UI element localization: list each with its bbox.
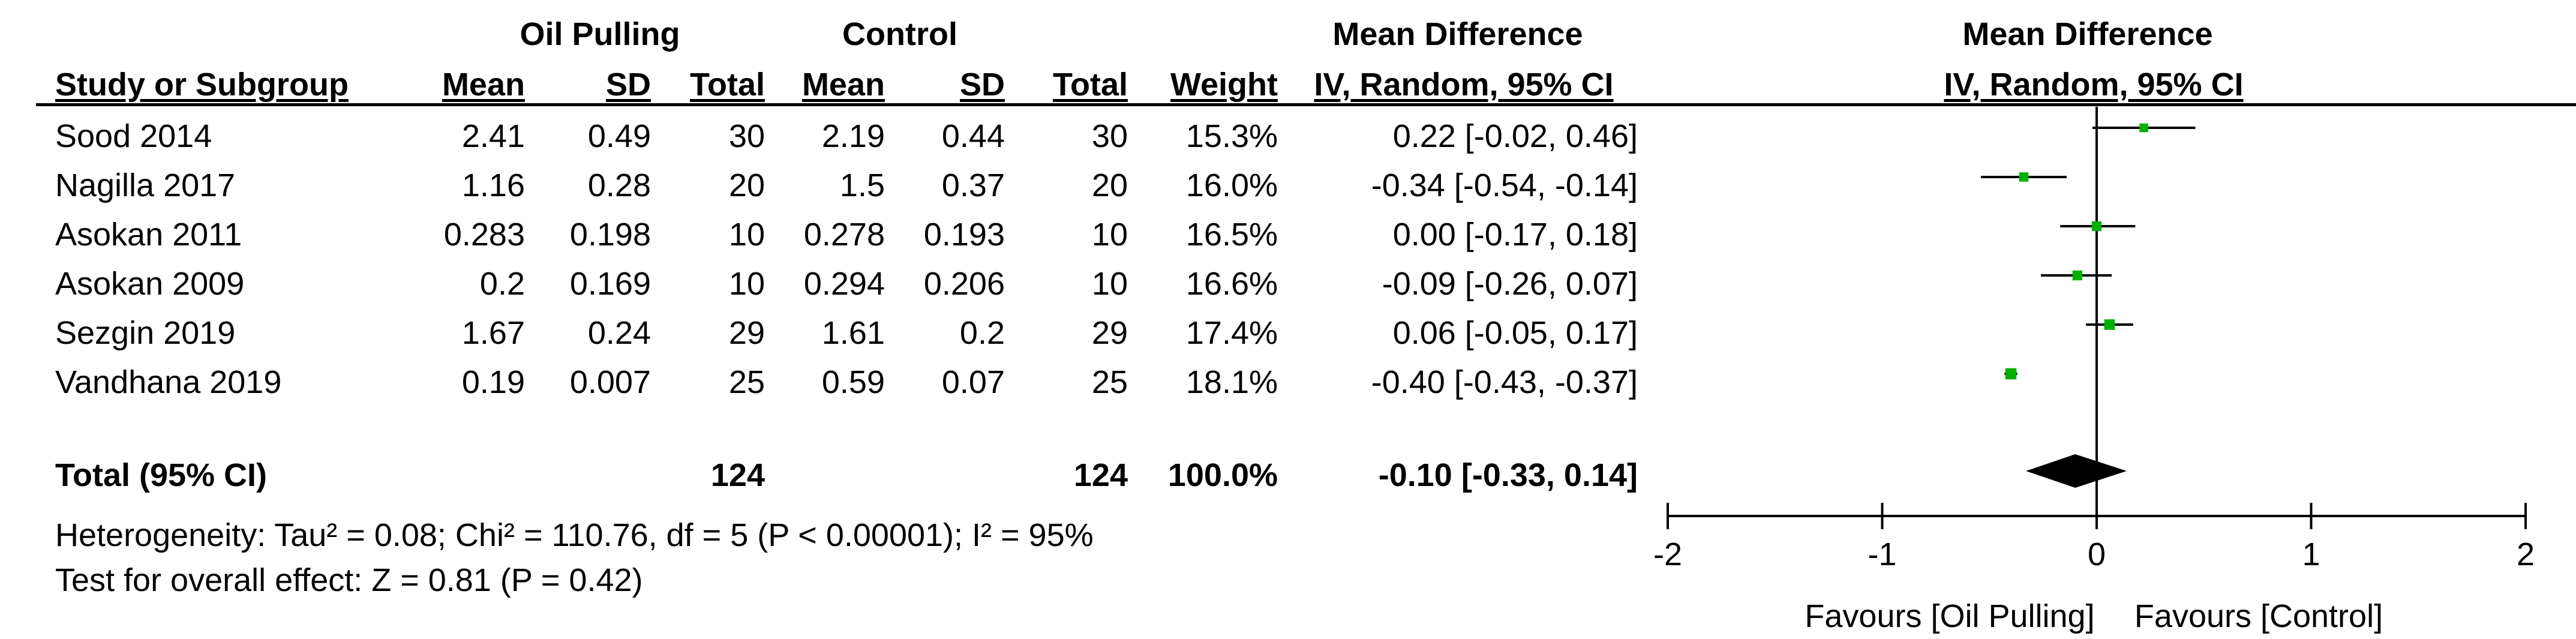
favours-left-label: Favours [Oil Pulling] [1805,598,2095,634]
x-tick-label: -1 [1868,536,1896,572]
weight: 16.6% [1185,266,1278,302]
total-1: 10 [728,217,765,253]
x-tick-label: 1 [2302,536,2320,572]
col-study: Study or Subgroup [55,67,349,103]
sd-2: 0.44 [941,118,1005,154]
mean-1: 2.41 [461,118,525,154]
table-row: Sood 2014 2.41 0.49 30 2.19 0.44 30 15.3… [0,120,1656,163]
point-estimate [2091,221,2102,232]
mean-2: 1.5 [839,167,885,203]
sd-1: 0.24 [587,315,651,351]
mean-difference-ci: -0.40 [-0.43, -0.37] [1371,364,1638,400]
x-tick-label: 2 [2517,536,2535,572]
sd-1: 0.49 [587,118,651,154]
col-md-method: IV, Random, 95% CI [1314,67,1614,103]
mean-difference-ci: 0.00 [-0.17, 0.18] [1392,217,1638,253]
total-row: Total (95% CI) 124 124 100.0% -0.10 [-0.… [0,459,1656,502]
sd-1: 0.007 [569,364,651,400]
col-mean-2: Mean [801,67,885,103]
col-total-1: Total [690,67,765,103]
total-weight: 100.0% [1167,457,1278,493]
point-estimate [2104,319,2115,330]
mean-1: 0.19 [461,364,525,400]
weight: 16.0% [1185,167,1278,203]
header-mean-difference: Mean Difference [1332,16,1583,52]
weight: 15.3% [1185,118,1278,154]
col-mean-1: Mean [442,67,525,103]
study-name: Nagilla 2017 [55,167,236,203]
x-tick-label: 0 [2088,536,2106,572]
total-1: 20 [728,167,765,203]
table-row: Sezgin 2019 1.67 0.24 29 1.61 0.2 29 17.… [0,317,1656,360]
table-row: Asokan 2011 0.283 0.198 10 0.278 0.193 1… [0,218,1656,262]
overall-effect-text: Test for overall effect: Z = 0.81 (P = 0… [55,562,643,598]
point-estimate [2139,123,2148,133]
col-sd-1: SD [605,67,651,103]
total-ci: -0.10 [-0.33, 0.14] [1378,457,1638,493]
mean-2: 2.19 [821,118,885,154]
mean-1: 1.16 [461,167,525,203]
header-oil-pulling: Oil Pulling [520,16,680,52]
weight: 17.4% [1185,315,1278,351]
total-2: 20 [1091,167,1128,203]
study-name: Sood 2014 [55,118,212,154]
study-name: Asokan 2009 [55,266,245,302]
sd-2: 0.2 [959,315,1005,351]
point-estimate [2072,270,2083,281]
mean-difference-ci: 0.06 [-0.05, 0.17] [1392,315,1638,351]
mean-difference-ci: -0.09 [-0.26, 0.07] [1382,266,1638,302]
sd-1: 0.198 [569,217,651,253]
sd-2: 0.07 [941,364,1005,400]
table-row: Vandhana 2019 0.19 0.007 25 0.59 0.07 25… [0,366,1656,409]
mean-2: 1.61 [821,315,885,351]
plot-title: Mean Difference [1962,16,2213,52]
total-2: 25 [1091,364,1128,400]
table-row: Asokan 2009 0.2 0.169 10 0.294 0.206 10 … [0,268,1656,311]
study-name: Sezgin 2019 [55,315,236,351]
sd-1: 0.169 [569,266,651,302]
mean-1: 0.2 [479,266,525,302]
total-n-1: 124 [710,457,765,493]
total-n-2: 124 [1073,457,1128,493]
weight: 16.5% [1185,217,1278,253]
col-weight: Weight [1170,67,1278,103]
mean-difference-ci: -0.34 [-0.54, -0.14] [1371,167,1638,203]
study-name: Asokan 2011 [55,217,242,253]
header-rule [36,103,2576,106]
point-estimate [2019,172,2029,182]
total-1: 10 [728,266,765,302]
mean-1: 1.67 [461,315,525,351]
mean-2: 0.59 [821,364,885,400]
table-row: Nagilla 2017 1.16 0.28 20 1.5 0.37 20 16… [0,169,1656,212]
total-label: Total (95% CI) [55,457,268,493]
weight: 18.1% [1185,364,1278,400]
col-sd-2: SD [959,67,1005,103]
sd-2: 0.193 [923,217,1005,253]
total-2: 30 [1091,118,1128,154]
mean-2: 0.294 [803,266,885,302]
total-2: 29 [1091,315,1128,351]
heterogeneity-text: Heterogeneity: Tau² = 0.08; Chi² = 110.7… [55,517,1094,553]
total-2: 10 [1091,217,1128,253]
point-estimate [2005,368,2017,380]
x-tick-label: -2 [1653,536,1682,572]
sd-2: 0.37 [941,167,1005,203]
plot-method: IV, Random, 95% CI [1944,67,2244,103]
sd-1: 0.28 [587,167,651,203]
pooled-diamond [2026,454,2127,488]
total-1: 29 [728,315,765,351]
mean-1: 0.283 [443,217,525,253]
total-2: 10 [1091,266,1128,302]
header-control: Control [842,16,957,52]
total-1: 25 [728,364,765,400]
col-total-2: Total [1053,67,1128,103]
study-name: Vandhana 2019 [55,364,282,400]
mean-difference-ci: 0.22 [-0.02, 0.46] [1392,118,1638,154]
mean-2: 0.278 [803,217,885,253]
sd-2: 0.206 [923,266,1005,302]
total-1: 30 [728,118,765,154]
favours-right-label: Favours [Control] [2134,598,2383,634]
